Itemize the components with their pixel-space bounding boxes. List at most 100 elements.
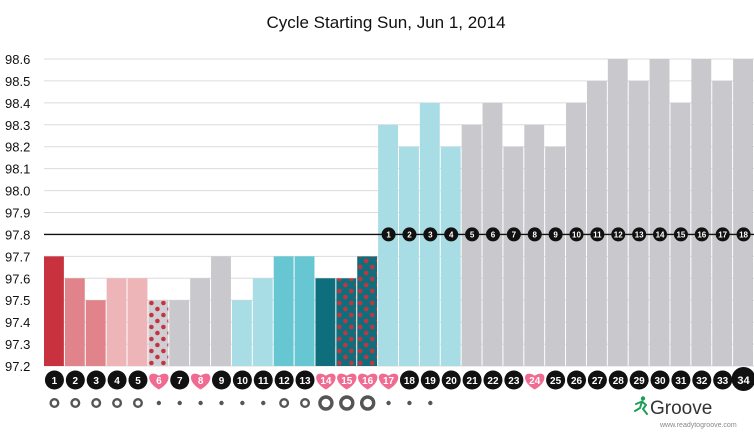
indicator-dot xyxy=(386,400,391,406)
day-label-11: 11 xyxy=(258,376,269,387)
temp-count-badge xyxy=(590,227,605,242)
temp-count-label: 17 xyxy=(718,230,727,239)
day-label-9: 9 xyxy=(219,376,225,387)
day-label-25: 25 xyxy=(550,376,562,387)
current-day-badge xyxy=(731,367,754,391)
day-label-29: 29 xyxy=(634,376,646,387)
indicator-dot xyxy=(177,400,182,406)
indicator-ring-medium xyxy=(132,398,143,409)
indicator-dot xyxy=(198,400,203,406)
bar-day-23 xyxy=(503,146,524,366)
day-badges: 1 2 3 4 5 6 7 8 9 10 11 12 13 14 15 16 17 18 19 20 21 22 23 24 2… xyxy=(44,367,754,391)
indicator-dot xyxy=(261,400,266,406)
day-label-28: 28 xyxy=(613,376,625,387)
y-tick-label: 98.0 xyxy=(5,184,30,199)
temp-count-label: 15 xyxy=(676,230,685,239)
day-label-6: 6 xyxy=(156,376,162,387)
indicator-dot xyxy=(428,400,433,406)
bar-day-10 xyxy=(231,300,252,366)
y-tick-label: 97.4 xyxy=(5,315,30,330)
bar-day-24 xyxy=(524,124,545,367)
temp-count-badge xyxy=(632,227,647,242)
bar-day-16 xyxy=(357,256,378,366)
temp-count-badge xyxy=(715,227,730,242)
indicator-dot xyxy=(240,400,245,406)
day-label-13: 13 xyxy=(299,376,311,387)
day-badge-27 xyxy=(587,370,607,390)
y-tick-label: 97.7 xyxy=(5,249,30,264)
day-label-24: 24 xyxy=(529,376,541,387)
day-badge-31 xyxy=(671,370,691,390)
bar-day-14 xyxy=(315,278,336,366)
chart-title: Cycle Starting Sun, Jun 1, 2014 xyxy=(266,13,505,32)
day-badge-13 xyxy=(295,370,315,390)
day-badge-7 xyxy=(170,370,190,390)
day-label-32: 32 xyxy=(696,376,708,387)
day-badge-2 xyxy=(65,370,85,390)
bars xyxy=(44,59,753,367)
temp-count-label: 6 xyxy=(491,230,496,239)
temp-count-label: 5 xyxy=(470,230,475,239)
heart-badge-day-14 xyxy=(316,373,336,390)
bar-day-29 xyxy=(628,80,649,366)
day-label-15: 15 xyxy=(341,376,353,387)
y-tick-label: 97.5 xyxy=(5,293,30,308)
temp-count-badge xyxy=(548,227,563,242)
bar-day-8 xyxy=(190,278,211,366)
day-badge-29 xyxy=(629,370,649,390)
bar-day-13 xyxy=(294,256,315,366)
day-badge-12 xyxy=(274,370,294,390)
temp-count-badge xyxy=(444,227,459,242)
logo-text: Groove xyxy=(650,398,712,419)
day-label-5: 5 xyxy=(135,376,141,387)
temp-count-badge xyxy=(402,227,417,242)
indicator-dot xyxy=(407,400,412,406)
temp-count-badge xyxy=(381,227,396,242)
temp-count-label: 7 xyxy=(512,230,517,239)
bar-day-21 xyxy=(461,124,482,367)
day-label-21: 21 xyxy=(467,376,479,387)
y-tick-label: 98.5 xyxy=(5,74,30,89)
temp-count-badges: 1 2 3 4 5 6 7 8 9 10 11 12 13 14 15 16 17 18 xyxy=(381,227,751,242)
day-label-30: 30 xyxy=(654,376,666,387)
indicator-ring-medium xyxy=(279,398,290,409)
temp-count-label: 8 xyxy=(533,230,538,239)
y-tick-label: 98.1 xyxy=(5,162,30,177)
temp-count-badge xyxy=(506,227,521,242)
heart-badge-day-6 xyxy=(149,373,169,390)
bar-day-4 xyxy=(106,278,127,366)
day-label-31: 31 xyxy=(675,376,687,387)
indicator-dot xyxy=(219,400,224,406)
temp-count-label: 1 xyxy=(386,230,391,239)
bar-day-5 xyxy=(127,278,148,366)
day-label-26: 26 xyxy=(571,376,583,387)
y-tick-label: 98.4 xyxy=(5,96,30,111)
heart-badge-day-16 xyxy=(357,373,378,390)
temp-count-label: 4 xyxy=(449,230,454,239)
temp-count-label: 14 xyxy=(656,230,665,239)
day-label-12: 12 xyxy=(279,376,291,387)
day-badge-5 xyxy=(128,370,148,390)
day-label-19: 19 xyxy=(425,376,437,387)
temp-count-badge xyxy=(485,227,500,242)
heart-badge-day-8 xyxy=(190,373,211,390)
temp-count-label: 13 xyxy=(635,230,644,239)
temp-count-badge xyxy=(465,227,480,242)
day-badge-25 xyxy=(546,370,566,390)
day-label-4: 4 xyxy=(114,376,120,387)
bar-day-27 xyxy=(586,80,607,366)
temp-count-badge xyxy=(611,227,626,242)
day-label-33: 33 xyxy=(717,376,729,387)
day-badge-23 xyxy=(504,370,524,390)
y-tick-label: 97.8 xyxy=(5,227,30,242)
heart-badge-day-15 xyxy=(337,373,357,390)
day-label-34: 34 xyxy=(737,375,750,387)
bar-day-6 xyxy=(148,300,169,366)
bar-day-1 xyxy=(44,256,64,366)
bar-day-7 xyxy=(169,300,190,366)
heart-badge-day-24 xyxy=(525,373,545,390)
temp-count-label: 3 xyxy=(428,230,433,239)
bar-day-18 xyxy=(399,146,419,366)
day-badge-20 xyxy=(441,370,461,390)
